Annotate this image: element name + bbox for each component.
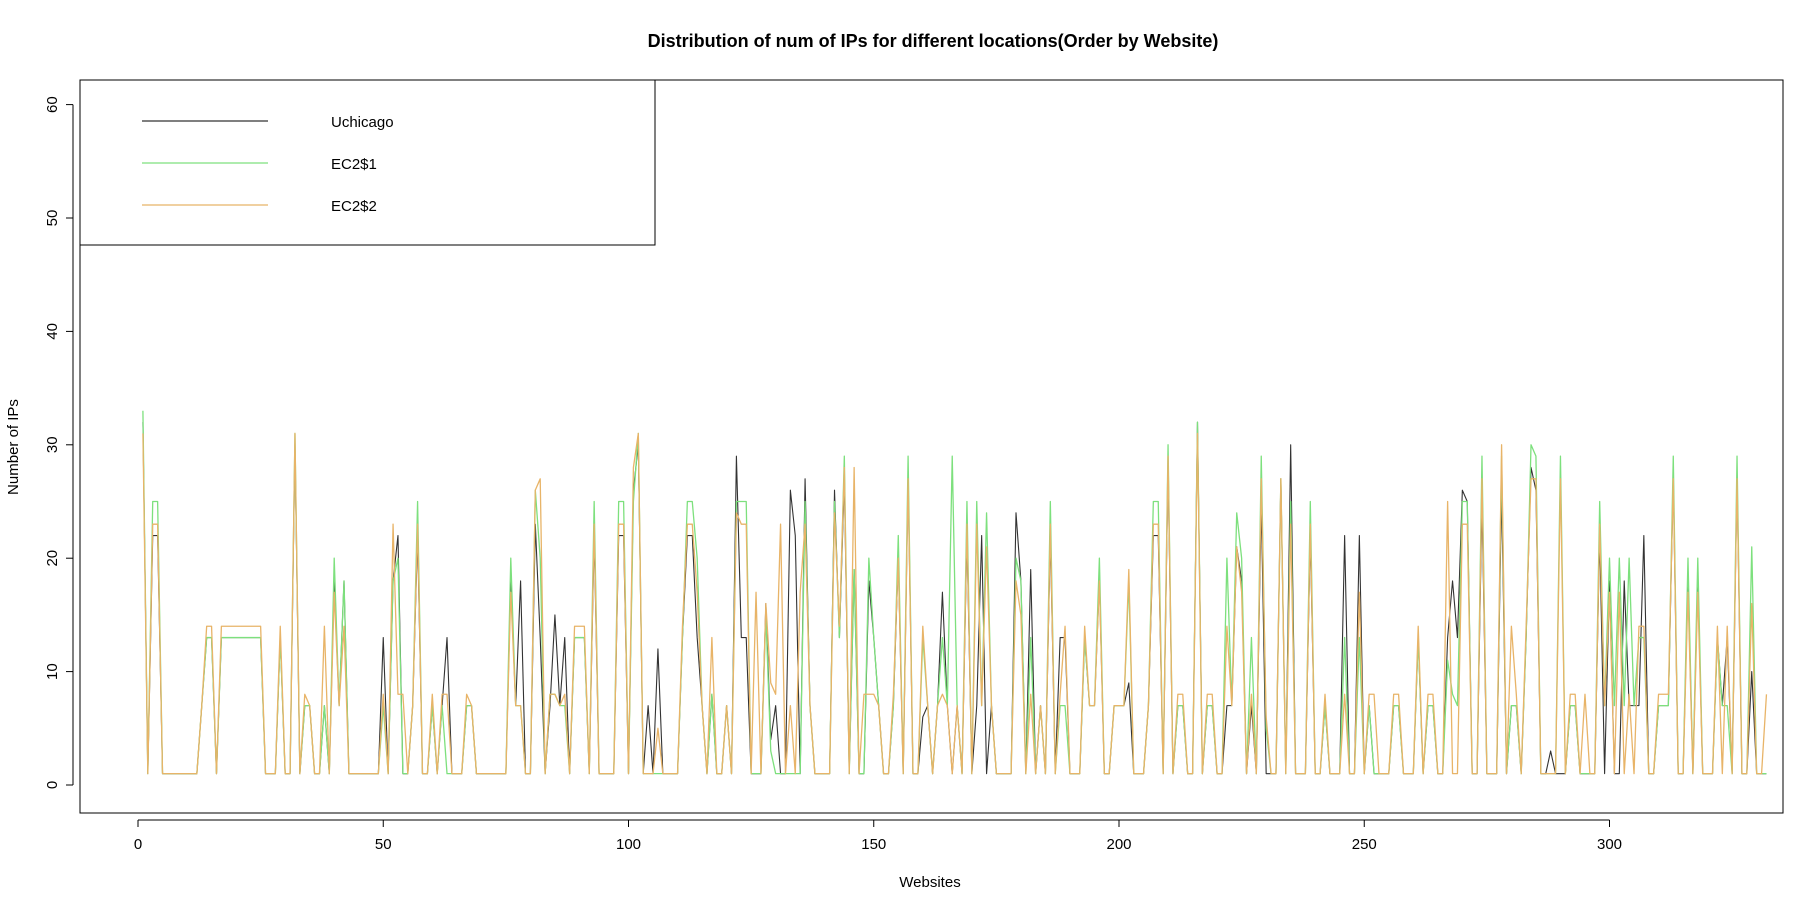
legend-items: Uchicago EC2$1 EC2$2 — [142, 114, 394, 215]
y-tick-label: 50 — [44, 210, 61, 227]
legend-label: EC2$2 — [331, 198, 377, 215]
series-line-3 — [142, 432, 1768, 775]
y-tick-label: 30 — [44, 436, 61, 453]
x-tick-label: 150 — [861, 836, 886, 853]
x-axis: 0 50 100 150 200 250 300 — [134, 819, 1622, 853]
legend: Uchicago EC2$1 EC2$2 — [79, 79, 656, 246]
y-tick-label: 0 — [44, 781, 61, 789]
x-tick-label: 50 — [375, 836, 392, 853]
x-tick-label: 300 — [1597, 836, 1622, 853]
x-axis-label: Websites — [899, 874, 960, 891]
y-tick-label: 20 — [44, 550, 61, 567]
chart-title: Distribution of num of IPs for different… — [648, 31, 1219, 51]
series-layer — [142, 410, 1768, 775]
legend-label: Uchicago — [331, 114, 394, 131]
y-axis-label: Number of IPs — [5, 399, 22, 495]
x-tick-label: 250 — [1352, 836, 1377, 853]
legend-label: EC2$1 — [331, 156, 377, 173]
y-tick-label: 60 — [44, 96, 61, 113]
x-tick-label: 100 — [616, 836, 641, 853]
y-tick-label: 10 — [44, 663, 61, 680]
plot-frame — [79, 79, 1784, 814]
y-tick-label: 40 — [44, 323, 61, 340]
x-tick-label: 0 — [134, 836, 142, 853]
y-axis: 0 10 20 30 40 50 60 — [44, 96, 74, 789]
x-tick-label: 200 — [1106, 836, 1131, 853]
